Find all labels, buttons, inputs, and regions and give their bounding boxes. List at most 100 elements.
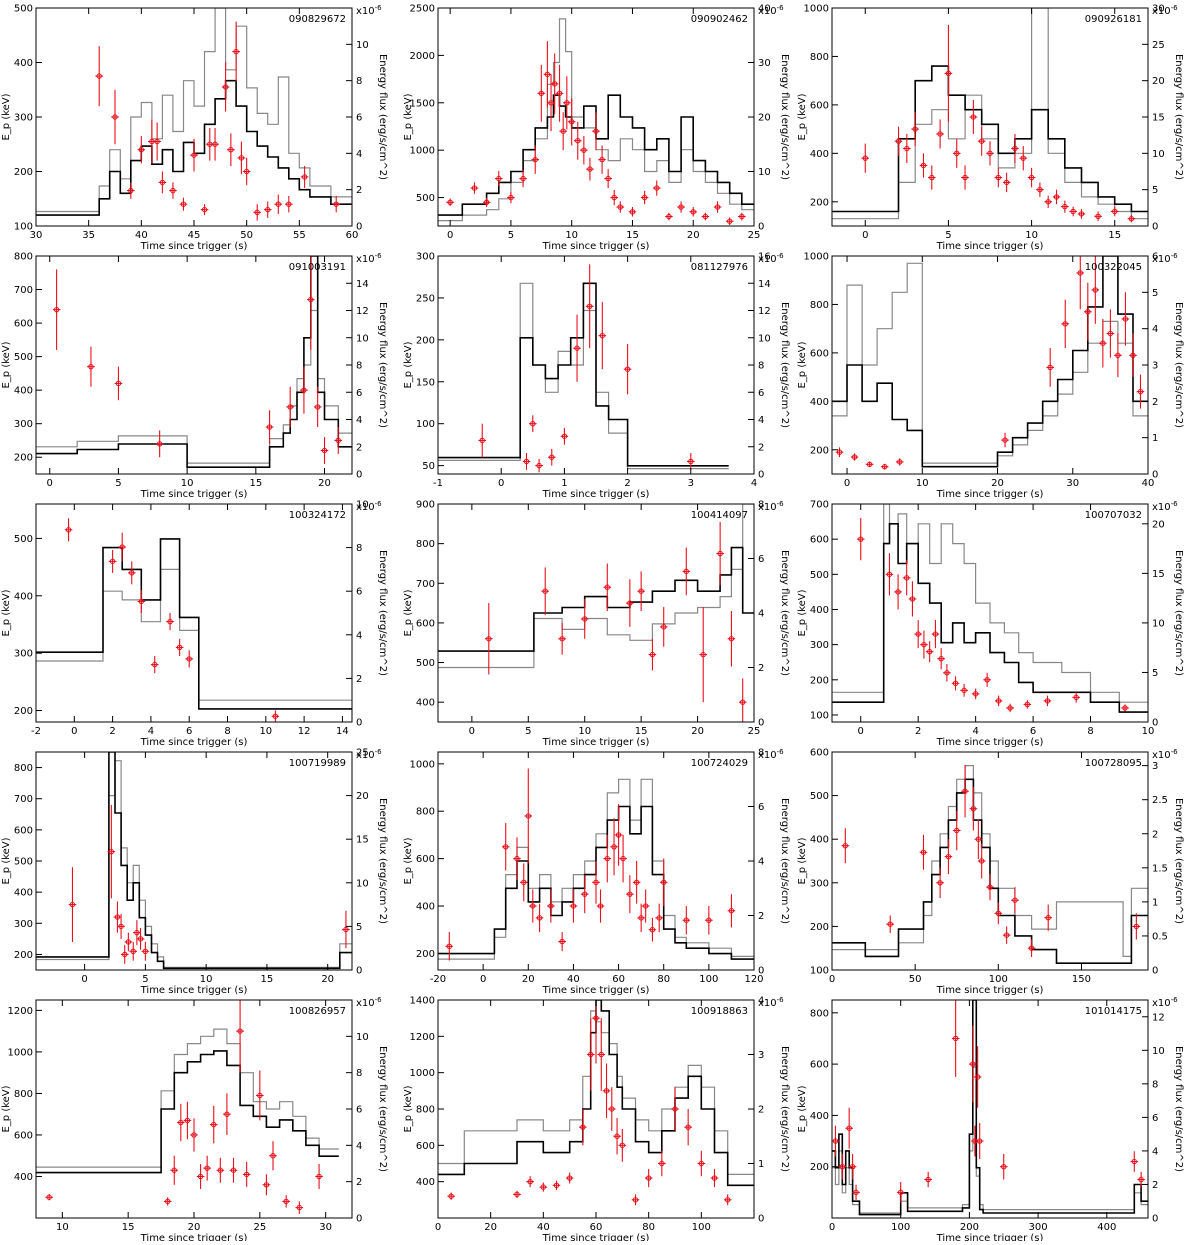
x-tick-label: 4 [148, 726, 154, 737]
flux-exponent-label: x10-6 [1152, 252, 1178, 265]
flux-tick-label: 4 [356, 1141, 362, 1152]
ep-point [447, 1192, 455, 1200]
ep-axis-title: E_p (keV) [403, 1085, 414, 1132]
flux-axis-title: Energy flux (erg/s/cm^2) [377, 1046, 388, 1172]
ep-point [256, 1070, 264, 1121]
x-tick-label: 10 [259, 726, 272, 737]
ep-point [529, 415, 537, 433]
flux-tick-label: 0 [1152, 718, 1158, 729]
x-tick-label: 50 [909, 974, 922, 985]
ep-marker [164, 1198, 171, 1205]
ep-marker [641, 194, 648, 201]
ep-point [445, 932, 454, 961]
ep-marker [926, 648, 933, 655]
ep-point [1023, 700, 1032, 709]
x-axis-title: Time since trigger (s) [542, 737, 650, 748]
ep-tick-label: 500 [14, 857, 33, 868]
flux-tick-label: 3 [758, 1050, 764, 1061]
plot-area [438, 504, 754, 722]
ep-marker [615, 832, 622, 838]
x-tick-label: 15 [635, 726, 648, 737]
ep-marker [995, 698, 1002, 704]
panel-id: 081127976 [691, 262, 748, 273]
x-tick-label: 0 [447, 230, 453, 241]
ep-marker [486, 636, 492, 642]
ep-tick-label: 500 [14, 4, 33, 15]
plot-frame [831, 999, 1149, 1219]
x-tick-label: 4 [751, 478, 757, 489]
ep-marker [564, 100, 570, 106]
flux-exponent: -6 [777, 4, 785, 12]
ep-point [677, 201, 685, 213]
ep-tick-label: 400 [810, 605, 829, 616]
ep-marker [159, 179, 166, 186]
ep-tick-label: 200 [14, 706, 33, 717]
ep-point [1077, 209, 1086, 219]
flux-tick-label: 15 [356, 835, 369, 846]
ep-tick-label: 600 [810, 535, 829, 546]
ep-marker [154, 138, 160, 145]
panel-100724029: -20 0 20 40 60 80 100 120 200 400 600 800 1000 0 2 4 6 8x… [403, 748, 790, 997]
ep-marker [836, 449, 843, 455]
ep-marker [525, 813, 531, 819]
flux-tick-label: 30 [1152, 4, 1165, 15]
flux-tick-label: 10 [758, 333, 771, 344]
flux-tick-label: 4 [758, 996, 764, 1007]
flux-axis-title: Energy flux (erg/s/cm^2) [1173, 550, 1184, 676]
ep-point [610, 818, 618, 876]
x-tick-label: 10 [1025, 230, 1038, 241]
ep-point [117, 913, 125, 939]
panel-id: 100918863 [691, 1006, 748, 1017]
ep-tick-label: 300 [14, 113, 33, 124]
ep-point [705, 906, 713, 935]
ep-marker [728, 636, 735, 642]
ep-marker [604, 584, 610, 590]
ep-axis-title: E_p (keV) [403, 837, 414, 884]
ep-marker [559, 636, 565, 642]
ep-point [925, 641, 934, 663]
ep-tick-label: 400 [416, 698, 435, 709]
ep-axis-title: E_p (keV) [403, 341, 414, 388]
ep-point [285, 196, 293, 213]
ep-marker [1115, 352, 1121, 359]
ep-point [848, 1153, 857, 1180]
plot-frame [437, 503, 755, 723]
ep-tick-label: 600 [14, 319, 33, 330]
ep-tick-label: 1000 [804, 4, 829, 15]
panel-100324172: -2 0 2 4 6 8 10 12 142003004005000246810x10-6100… [1, 500, 388, 749]
ep-point [111, 89, 119, 145]
flux-axis-title: Energy flux (erg/s/cm^2) [779, 54, 790, 180]
ep-point [236, 1000, 244, 1073]
ep-marker [1078, 211, 1085, 217]
ep-marker [69, 901, 76, 908]
ep-marker [574, 345, 580, 351]
ep-marker [984, 677, 990, 683]
ep-tick-label: 2000 [410, 51, 435, 62]
ep-point [1110, 206, 1119, 217]
x-tick-label: 400 [1097, 1222, 1116, 1233]
ep-marker [88, 363, 94, 370]
flux-tick-label: 2 [758, 442, 764, 453]
flux-exponent-label: x10-6 [758, 748, 784, 761]
ep-point [1046, 348, 1054, 387]
ep-point [543, 41, 552, 108]
ep-marker [134, 929, 140, 936]
ep-point [974, 819, 983, 859]
ep-marker [851, 454, 858, 460]
ep-point [902, 560, 911, 596]
ep-point [919, 834, 928, 870]
plot-area [832, 765, 1148, 964]
ep-point [136, 927, 145, 950]
ep-marker [447, 199, 453, 206]
ep-point [539, 1182, 548, 1192]
ep-point [903, 133, 911, 164]
ep-marker [937, 131, 943, 137]
panel-id: 100728095 [1085, 758, 1142, 769]
ep-marker [582, 891, 588, 897]
ep-marker [920, 162, 927, 169]
ep-point [315, 1164, 323, 1189]
ep-marker [654, 185, 660, 191]
flux-exponent-label: x10-6 [758, 4, 784, 17]
ep-marker [321, 447, 328, 454]
ep-point [552, 1180, 561, 1190]
